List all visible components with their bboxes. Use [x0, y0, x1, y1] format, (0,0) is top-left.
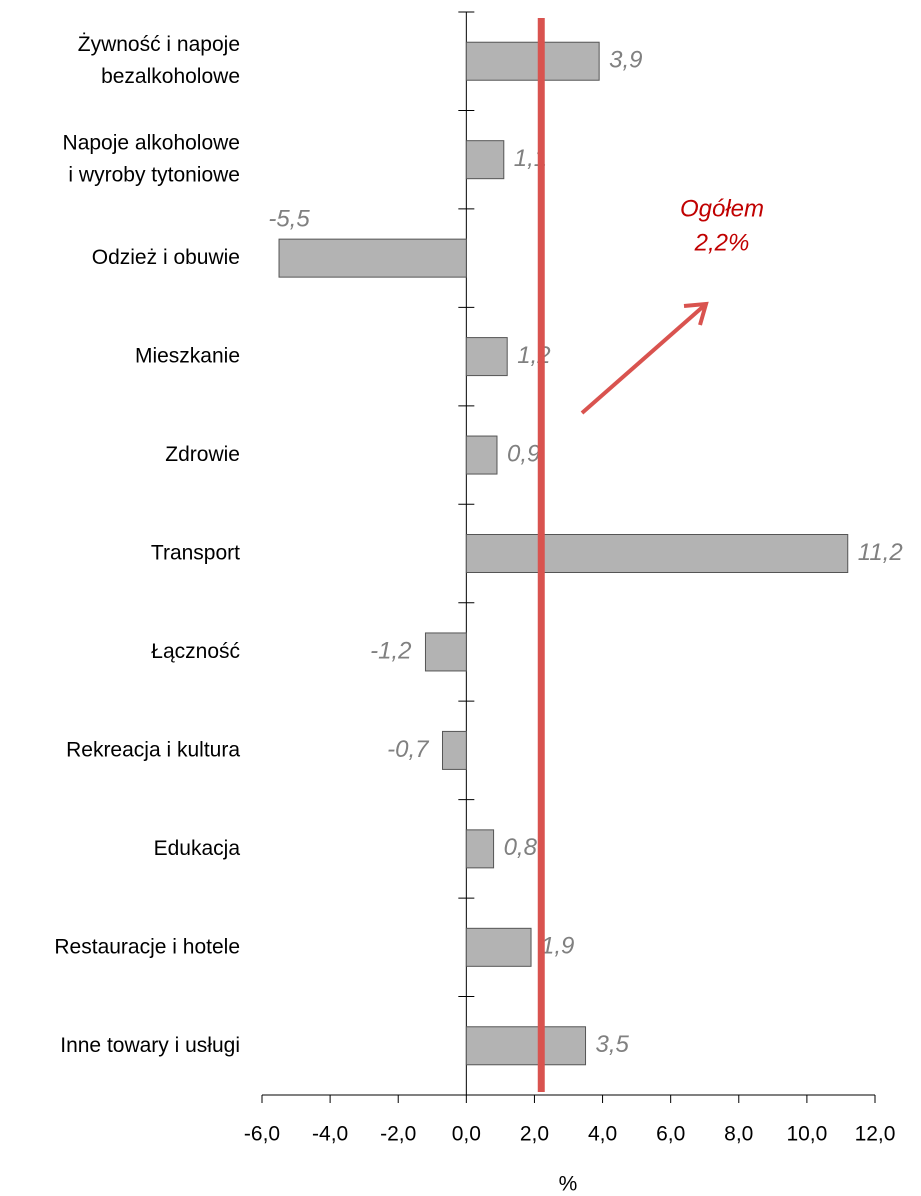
bar: [424, 632, 467, 672]
annotation: Ogółem: [680, 195, 764, 222]
y-tick-label: Napoje alkoholowe i wyroby tytoniowe: [63, 131, 240, 186]
value-label: -0,7: [387, 736, 430, 763]
label-line: i wyroby tytoniowe: [68, 163, 240, 186]
label-line: Zdrowie: [165, 443, 240, 466]
value-label: 11,2: [858, 539, 903, 566]
x-axis-label: %: [559, 1173, 578, 1196]
value-label: 0,9: [507, 440, 540, 467]
x-tick-label: -6,0: [244, 1123, 280, 1146]
value-label: 3,9: [609, 47, 642, 74]
bar: [465, 140, 505, 180]
label-line: bezalkoholowe: [101, 65, 240, 88]
y-tick-label: Żywność i napoje bezalkoholowe: [78, 33, 240, 88]
bar: [441, 730, 467, 770]
bar: [465, 534, 849, 573]
x-tick-label: 2,0: [520, 1123, 549, 1146]
bar: [465, 1026, 587, 1066]
value-label: 3,5: [596, 1031, 630, 1058]
arrow: [580, 302, 708, 415]
bar: [465, 927, 532, 967]
value-label: -1,2: [370, 637, 411, 664]
x-tick-label: 0,0: [452, 1123, 481, 1146]
y-tick-label: Transport: [151, 541, 240, 564]
value-label: 1,9: [541, 933, 574, 960]
x-tick-label: 10,0: [786, 1123, 827, 1146]
x-tick-label: 4,0: [588, 1123, 617, 1146]
x-tick-label: -4,0: [312, 1123, 348, 1146]
y-tick-label: Rekreacja i kultura: [66, 738, 240, 761]
bar: [278, 238, 467, 278]
bar: [465, 337, 508, 377]
label-line: Rekreacja i kultura: [66, 738, 240, 761]
x-tick-label: 12,0: [855, 1123, 896, 1146]
label-line: Odzież i obuwie: [92, 246, 240, 269]
label-line: Łączność: [151, 640, 240, 663]
y-tick-label: Restauracje i hotele: [54, 935, 240, 958]
value-label: 1,2: [517, 342, 550, 369]
label-line: Żywność i napoje: [78, 33, 240, 56]
y-tick-label: Łączność: [151, 640, 240, 663]
x-tick-label: -2,0: [380, 1123, 416, 1146]
value-label: 0,8: [504, 834, 538, 861]
x-tick-label: 6,0: [656, 1123, 685, 1146]
bar: [465, 829, 495, 869]
y-tick-label: Mieszkanie: [135, 344, 240, 367]
label-line: Restauracje i hotele: [54, 935, 240, 958]
value-label: -5,5: [268, 205, 310, 232]
label-line: Napoje alkoholowe: [63, 131, 240, 154]
y-tick-label: Zdrowie: [165, 443, 240, 466]
x-tick-label: 8,0: [724, 1123, 753, 1146]
y-tick-label: Odzież i obuwie: [92, 246, 240, 269]
bar: [465, 435, 498, 475]
y-tick-label: Inne towary i usługi: [60, 1033, 240, 1056]
bar: [465, 41, 600, 81]
label-line: Mieszkanie: [135, 344, 240, 367]
label-line: Edukacja: [154, 836, 241, 859]
y-tick-label: Edukacja: [154, 836, 241, 859]
label-line: Transport: [151, 541, 240, 564]
arrow-head: [683, 301, 709, 326]
label-line: Inne towary i usługi: [60, 1033, 240, 1056]
annotation: 2,2%: [694, 229, 750, 256]
